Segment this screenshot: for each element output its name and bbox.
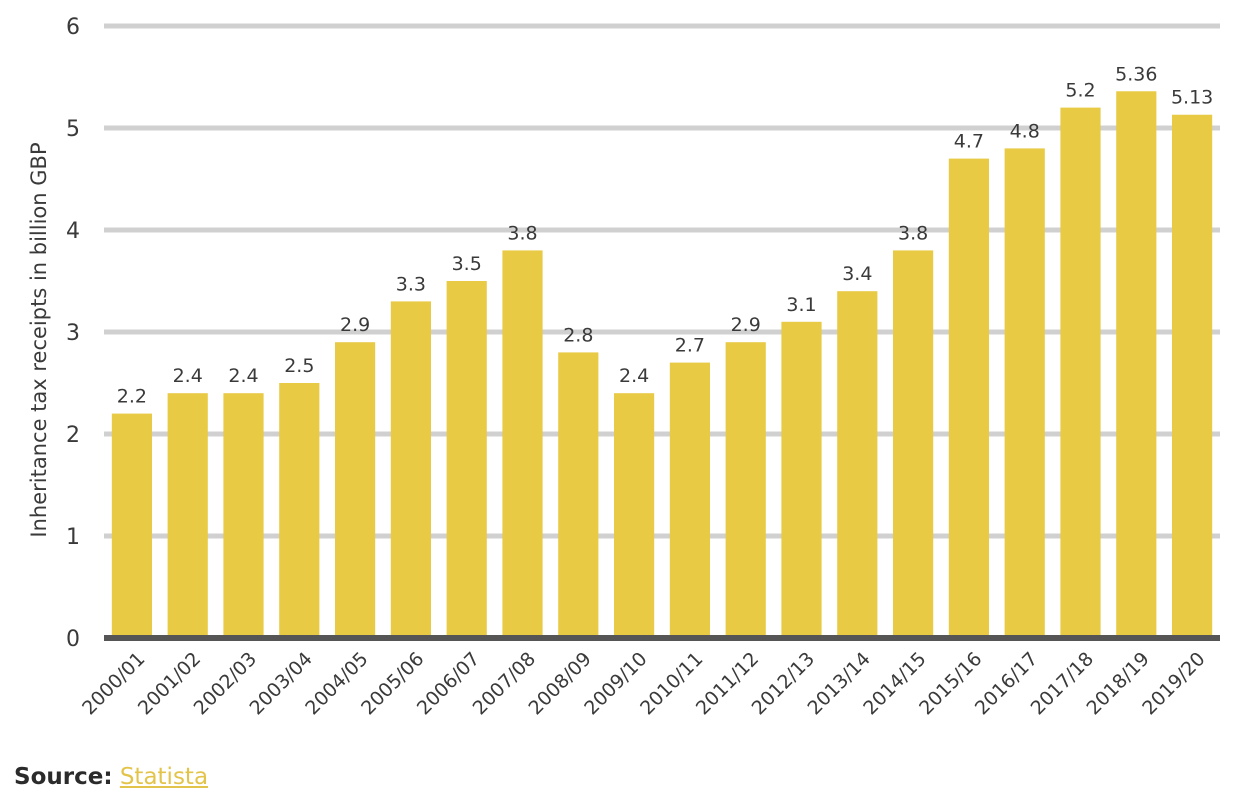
source-link[interactable]: Statista bbox=[119, 764, 209, 790]
data-label: 2.8 bbox=[563, 324, 593, 346]
bar bbox=[111, 413, 152, 638]
y-tick-label: 3 bbox=[66, 321, 80, 346]
y-tick-label: 5 bbox=[66, 117, 80, 142]
bar bbox=[725, 342, 766, 638]
bar bbox=[948, 158, 989, 638]
data-label: 2.5 bbox=[284, 355, 314, 377]
data-label: 3.5 bbox=[452, 253, 482, 275]
bar bbox=[502, 250, 543, 638]
data-label: 2.4 bbox=[619, 365, 649, 387]
bar bbox=[614, 393, 655, 638]
bar-chart: 0 1 2 3 4 5 6 2000/012001/022002/032003/042004… bbox=[27, 15, 1220, 719]
y-tick-label: 0 bbox=[66, 627, 80, 652]
bar bbox=[1060, 107, 1101, 639]
data-label: 2.9 bbox=[340, 314, 370, 336]
y-tick-label: 4 bbox=[66, 219, 80, 244]
data-label: 3.8 bbox=[507, 222, 537, 244]
y-axis-label: Inheritance tax receipts in billion GBP bbox=[27, 142, 51, 537]
data-label: 2.4 bbox=[173, 365, 203, 387]
bar bbox=[167, 393, 208, 638]
data-label: 5.36 bbox=[1115, 63, 1157, 85]
data-label: 2.4 bbox=[228, 365, 258, 387]
bar bbox=[1116, 91, 1157, 638]
data-label: 4.7 bbox=[954, 131, 984, 153]
bar bbox=[893, 250, 934, 638]
bar bbox=[279, 383, 320, 638]
bar bbox=[335, 342, 376, 638]
data-label: 5.13 bbox=[1171, 87, 1213, 109]
source-label: Source: bbox=[14, 764, 113, 790]
data-label: 3.4 bbox=[842, 263, 872, 285]
bar bbox=[669, 362, 710, 638]
data-label: 3.1 bbox=[786, 294, 816, 316]
y-tick-label: 6 bbox=[66, 15, 80, 40]
x-axis-ticks: 2000/012001/022002/032003/042004/052005/… bbox=[78, 648, 1210, 719]
bar bbox=[1172, 114, 1213, 639]
y-tick-label: 2 bbox=[66, 423, 80, 448]
bars bbox=[104, 91, 1220, 641]
bar bbox=[558, 352, 599, 638]
data-label: 2.9 bbox=[731, 314, 761, 336]
data-label: 3.8 bbox=[898, 222, 928, 244]
bar bbox=[223, 393, 264, 638]
data-label: 2.2 bbox=[117, 386, 147, 408]
y-axis-ticks: 0 1 2 3 4 5 6 bbox=[66, 15, 80, 652]
source-line: Source: Statista bbox=[14, 764, 208, 790]
bar bbox=[781, 321, 822, 638]
bar bbox=[1004, 148, 1045, 638]
bar bbox=[837, 291, 878, 638]
data-label: 3.3 bbox=[396, 273, 426, 295]
y-tick-label: 1 bbox=[66, 525, 80, 550]
data-label: 4.8 bbox=[1010, 120, 1040, 142]
bar bbox=[446, 281, 487, 638]
bar bbox=[390, 301, 431, 638]
gridlines bbox=[104, 23, 1220, 539]
data-label: 5.2 bbox=[1065, 80, 1095, 102]
data-label: 2.7 bbox=[675, 335, 705, 357]
data-labels: 2.2 2.4 2.4 2.5 2.9 3.3 3.5 3.8 2.8 2.4 2.7 2.9 3.1 3… bbox=[117, 63, 1213, 407]
